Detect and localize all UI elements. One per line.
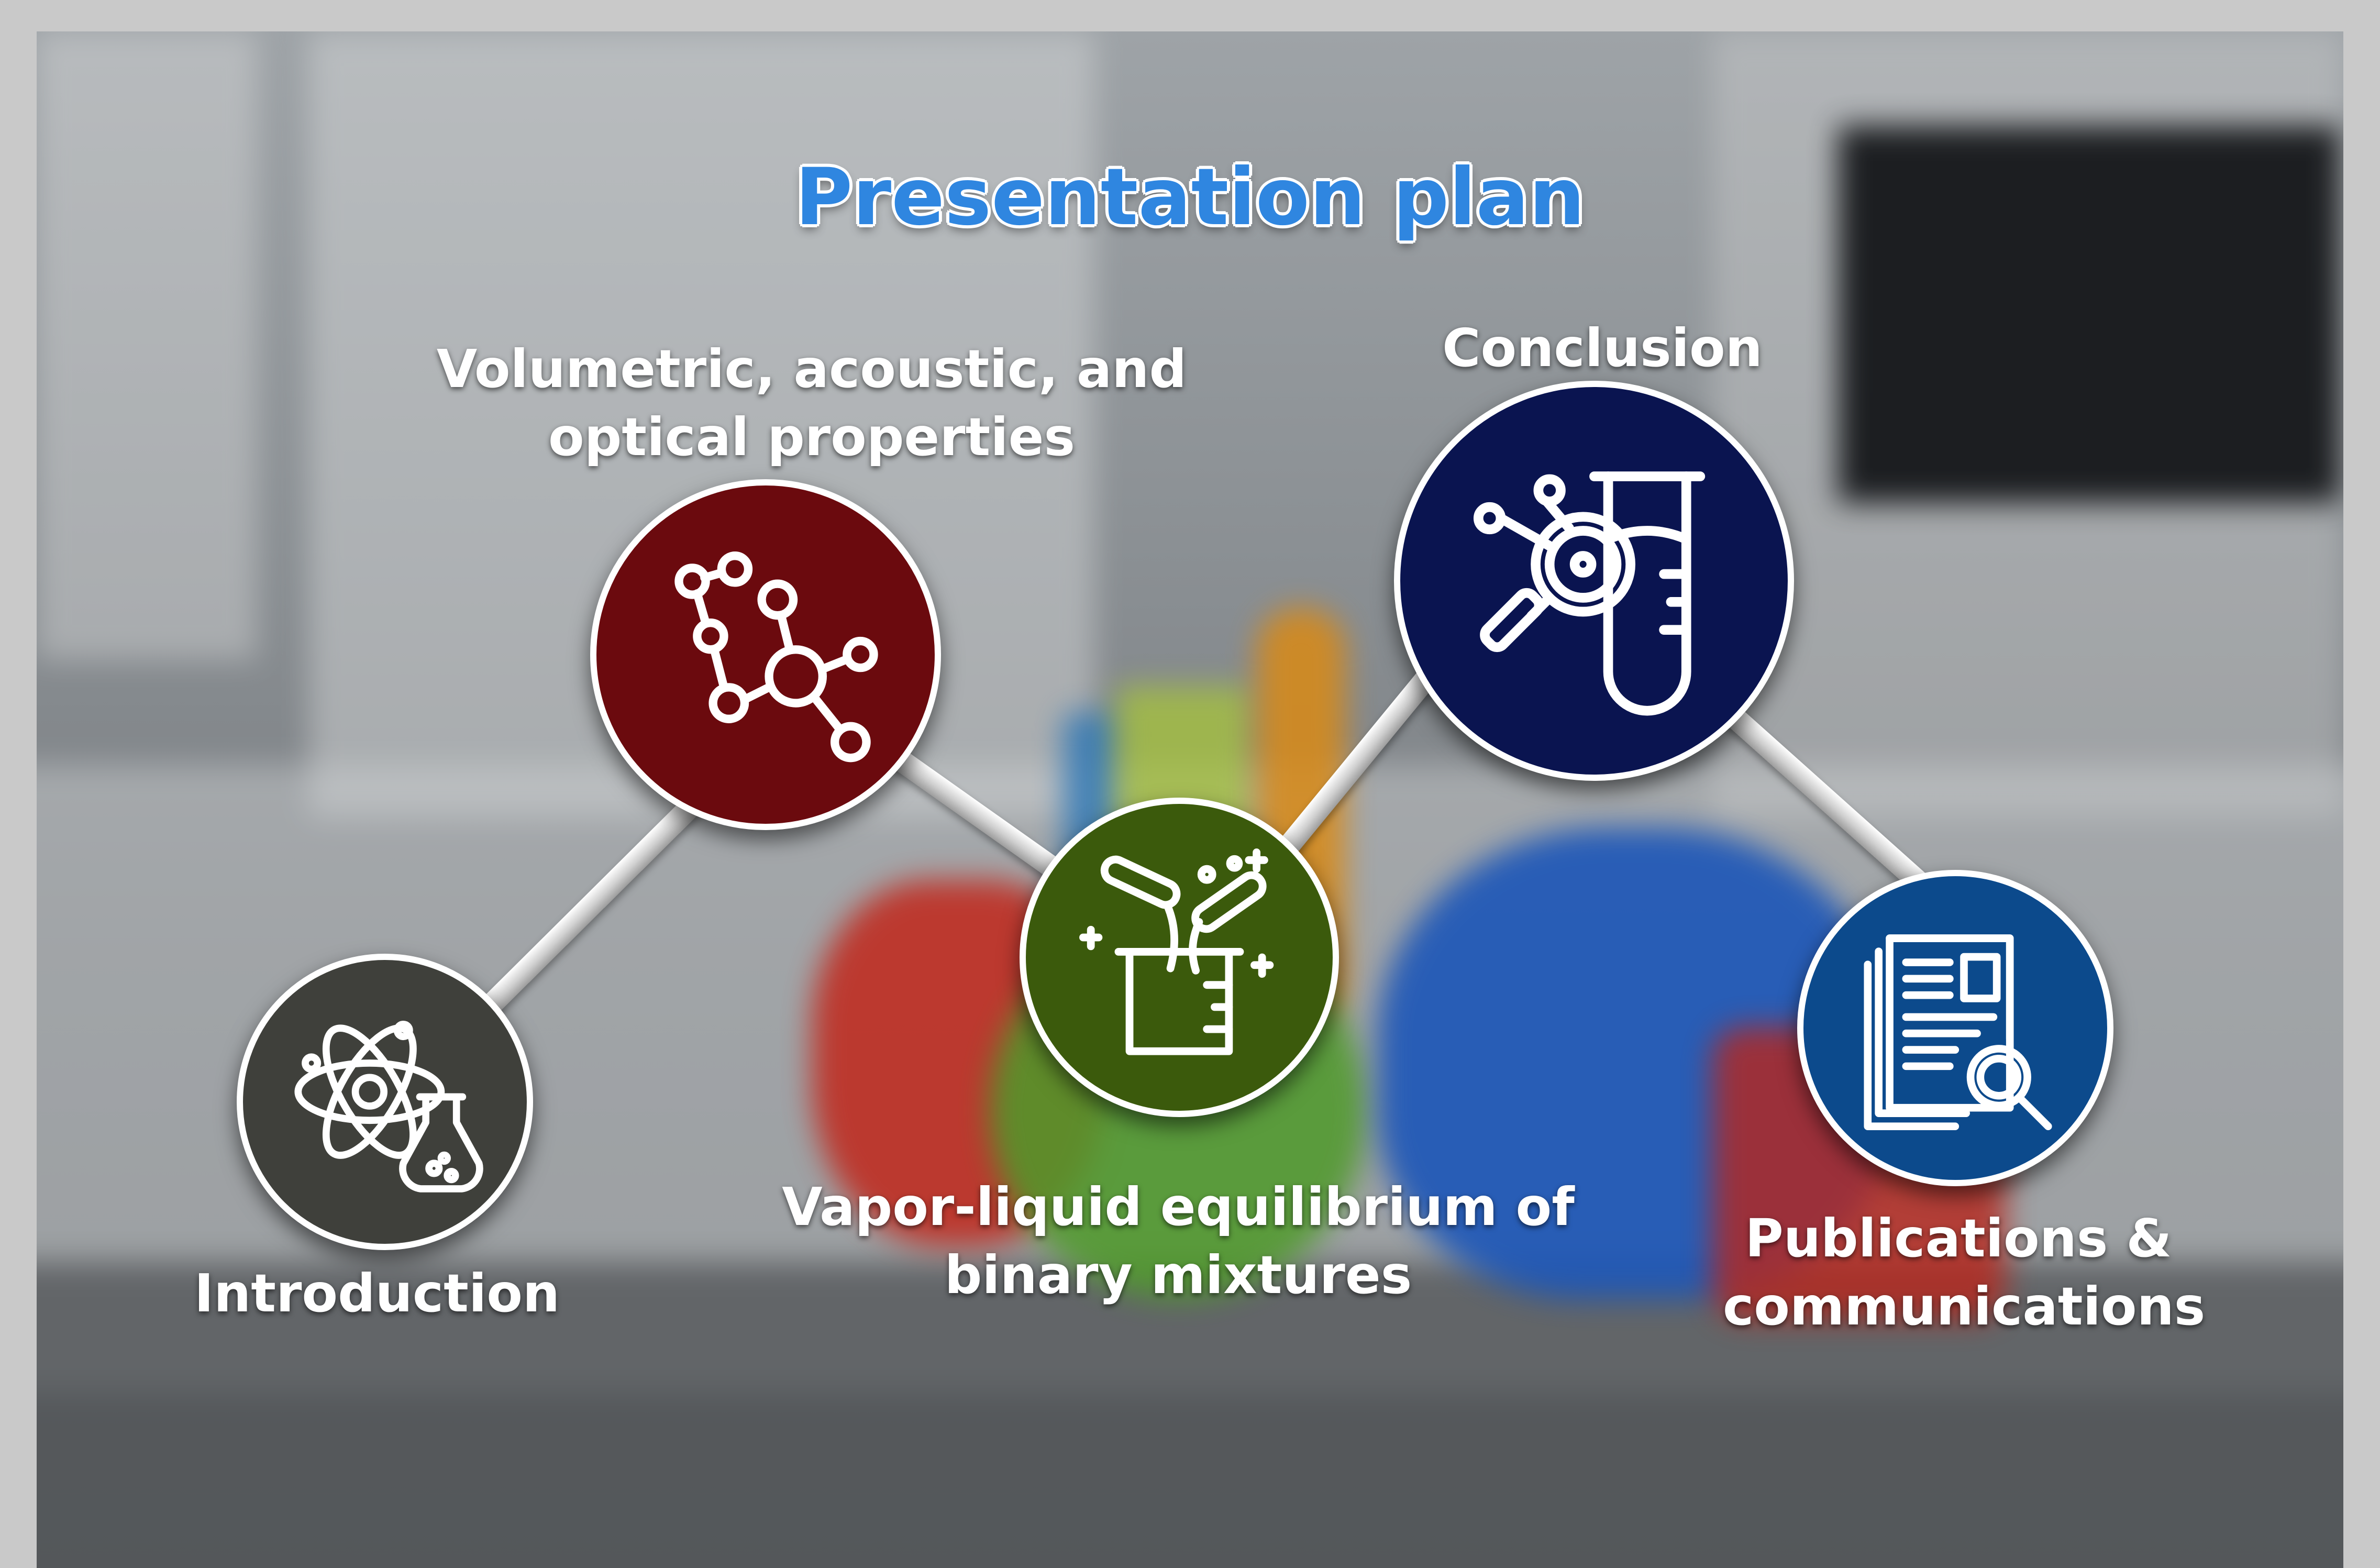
- background-monitor: [1838, 126, 2341, 503]
- conclusion-label-text: Conclusion: [1442, 317, 1763, 379]
- conclusion-node[interactable]: [1394, 381, 1794, 781]
- vapor-liquid-label-line2: binary mixtures: [944, 1244, 1412, 1306]
- publications-label-line2: communications: [1723, 1276, 2206, 1337]
- slide: Presentation plan Introduction: [37, 31, 2343, 1568]
- beaker-test-tubes-icon: [1079, 848, 1274, 1055]
- magnifier-test-tube-icon: [1473, 471, 1705, 715]
- introduction-label-text: Introduction: [194, 1263, 560, 1324]
- conclusion-label: Conclusion: [1367, 314, 1838, 382]
- volumetric-properties-node[interactable]: [590, 479, 941, 830]
- publications-label: Publications & communications: [1723, 1205, 2206, 1341]
- publications-label-line1: Publications &: [1745, 1208, 2172, 1269]
- vapor-liquid-label: Vapor-liquid equilibrium of binary mixtu…: [749, 1173, 1608, 1309]
- molecule-icon: [674, 551, 879, 763]
- publications-node[interactable]: [1797, 870, 2113, 1186]
- volumetric-label: Volumetric, acoustic, and optical proper…: [382, 335, 1241, 471]
- vapor-liquid-label-line1: Vapor-liquid equilibrium of: [782, 1176, 1575, 1238]
- slide-title: Presentation plan: [795, 152, 1585, 243]
- atom-flask-icon: [294, 1020, 483, 1192]
- introduction-label: Introduction: [189, 1260, 566, 1328]
- vapor-liquid-equilibrium-node[interactable]: [1020, 798, 1339, 1117]
- volumetric-label-line1: Volumetric, acoustic, and: [436, 338, 1187, 400]
- background-wall: [37, 31, 257, 660]
- introduction-node[interactable]: [237, 954, 533, 1250]
- documents-search-icon: [1864, 934, 2052, 1131]
- volumetric-label-line2: optical properties: [548, 406, 1075, 468]
